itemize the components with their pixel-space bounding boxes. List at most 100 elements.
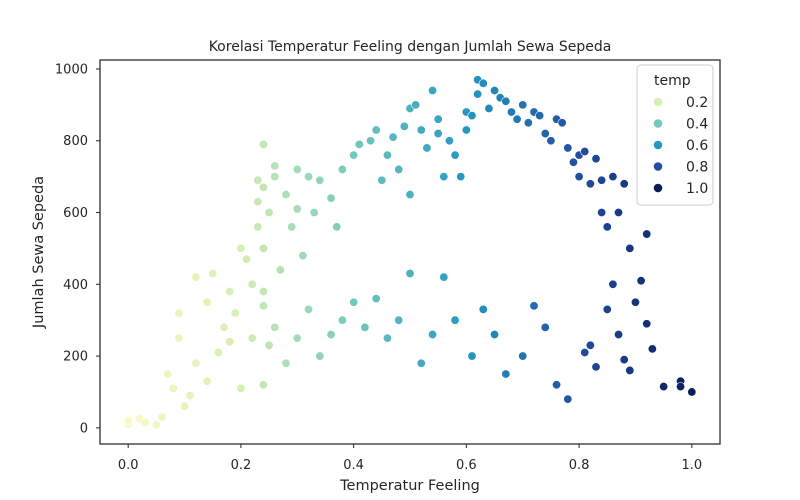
data-point (236, 383, 246, 393)
data-point (202, 376, 212, 386)
y-tick-label: 600 (63, 206, 88, 221)
data-point (676, 382, 686, 392)
data-point (168, 383, 178, 393)
data-point (281, 358, 291, 368)
y-tick-label: 1000 (55, 62, 88, 77)
data-point (242, 254, 252, 264)
data-point (377, 175, 387, 185)
data-point (478, 304, 488, 314)
data-point (298, 251, 308, 261)
data-point (292, 204, 302, 214)
data-point (422, 143, 432, 153)
data-point (253, 175, 263, 185)
data-point (647, 344, 657, 354)
data-point (394, 315, 404, 325)
data-point (405, 190, 415, 200)
data-point (461, 125, 471, 135)
data-point (270, 172, 280, 182)
data-point (552, 380, 562, 390)
data-point (304, 172, 314, 182)
data-point (349, 297, 359, 307)
data-point (411, 100, 421, 110)
data-point (529, 301, 539, 311)
data-point (642, 319, 652, 329)
plot-frame (99, 59, 721, 445)
data-point (619, 355, 629, 365)
legend-items: 0.2 0.4 0.6 0.8 1.0 (653, 95, 708, 197)
data-point (326, 330, 336, 340)
data-point (382, 333, 392, 343)
data-point (225, 337, 235, 347)
data-point (315, 351, 325, 361)
data-point (619, 179, 629, 189)
data-point (585, 340, 595, 350)
data-point (258, 182, 268, 192)
y-tick-label: 400 (63, 278, 88, 293)
data-point (518, 351, 528, 361)
data-point (292, 333, 302, 343)
data-point (512, 114, 522, 124)
data-point (602, 222, 612, 232)
data-point (563, 143, 573, 153)
data-point (405, 269, 415, 279)
data-point (202, 297, 212, 307)
data-point (264, 340, 274, 350)
data-point (140, 417, 150, 427)
data-point (484, 103, 494, 113)
data-point (444, 136, 454, 146)
data-point (450, 150, 460, 160)
y-axis-label: Jumlah Sewa Sepeda (31, 176, 47, 329)
data-point (416, 125, 426, 135)
data-point (478, 78, 488, 88)
data-point (219, 322, 229, 332)
x-tick-label: 0.0 (118, 458, 139, 473)
data-point (275, 265, 285, 275)
data-point (574, 172, 584, 182)
legend-label: 0.6 (686, 138, 708, 154)
legend-label: 0.4 (686, 117, 708, 133)
legend-marker (653, 161, 663, 172)
data-point (597, 175, 607, 185)
data-point (490, 330, 500, 340)
data-point (473, 89, 483, 99)
y-tick-label: 800 (63, 134, 88, 149)
x-tick-label: 0.8 (569, 458, 590, 473)
data-point (332, 222, 342, 232)
data-point (608, 172, 618, 182)
data-point (258, 139, 268, 149)
data-point (180, 401, 190, 411)
data-point (585, 179, 595, 189)
data-point (591, 362, 601, 372)
data-point (636, 276, 646, 286)
data-point (518, 100, 528, 110)
data-point (580, 347, 590, 357)
data-point (433, 114, 443, 124)
x-axis-label: Temperatur Feeling (339, 478, 480, 494)
data-point (580, 147, 590, 157)
data-point (563, 394, 573, 404)
data-point (230, 308, 240, 318)
data-point (191, 272, 201, 282)
data-point (281, 190, 291, 200)
legend-label: 0.8 (686, 160, 708, 176)
data-point (557, 118, 567, 128)
data-point (523, 118, 533, 128)
legend-label: 0.2 (686, 95, 708, 111)
legend-marker (653, 140, 663, 150)
data-point (185, 391, 195, 401)
data-point (490, 86, 500, 96)
data-point (614, 208, 624, 218)
data-point (247, 279, 257, 289)
data-point (258, 380, 268, 390)
x-tick-label: 0.4 (343, 458, 364, 473)
x-axis: 0.0 0.2 0.4 0.6 0.8 1.0 (118, 444, 702, 473)
data-point (326, 193, 336, 203)
data-point (433, 129, 443, 139)
data-point (540, 322, 550, 332)
legend-marker (653, 183, 663, 193)
data-point (659, 382, 669, 392)
data-point (270, 161, 280, 171)
data-point (416, 358, 426, 368)
data-point (151, 420, 161, 430)
